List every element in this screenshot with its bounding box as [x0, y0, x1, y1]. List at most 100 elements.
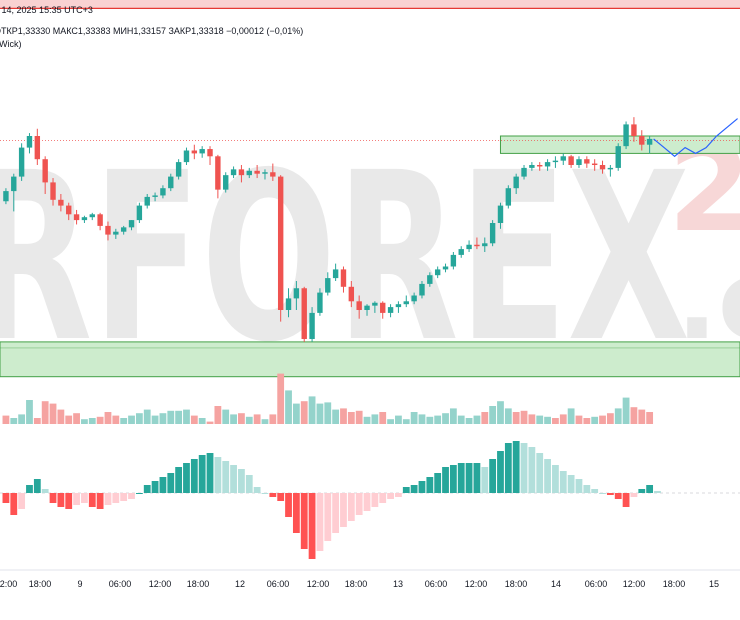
volume-bar [465, 418, 473, 424]
macd-bar [222, 461, 230, 493]
volume-bar [395, 415, 402, 424]
macd-bar [654, 491, 661, 493]
candle [42, 156, 48, 194]
macd-bar [120, 493, 128, 501]
candle [50, 178, 56, 206]
time-tick-label: 9 [77, 579, 82, 589]
candle-body [544, 162, 551, 167]
macd-bar [520, 443, 528, 493]
macd-bar [536, 453, 544, 493]
volume-bar [520, 410, 528, 424]
candle [356, 295, 362, 319]
macd-bar [261, 493, 269, 494]
volume-bar [332, 409, 340, 424]
candle-body [631, 124, 637, 136]
candle [387, 304, 394, 318]
header-style: , Wick) [0, 39, 22, 49]
volume-bar [379, 412, 387, 424]
volume-bar [316, 403, 324, 424]
candle [552, 156, 559, 168]
candle-body [301, 288, 307, 339]
candle [639, 130, 645, 151]
macd-bar [128, 493, 135, 499]
candle-body [325, 278, 331, 293]
volume-bar [245, 416, 253, 424]
candle [168, 173, 174, 192]
candle-body [639, 136, 645, 145]
candle-body [262, 172, 268, 174]
candle-body [191, 150, 198, 154]
macd-bar [402, 487, 410, 493]
volume-bar [614, 408, 622, 424]
candle [183, 147, 190, 165]
macd-bar [606, 493, 614, 495]
volume-bar [277, 373, 285, 424]
volume-bar [418, 414, 426, 424]
volume-bar [230, 414, 237, 424]
volume-bar [442, 413, 449, 424]
volume-bar [559, 414, 567, 424]
candles-layer [3, 117, 653, 342]
candle [199, 146, 205, 158]
volume-bar [151, 415, 159, 424]
time-tick-label: 06:00 [109, 579, 132, 589]
candle [144, 194, 150, 209]
candle [230, 166, 237, 179]
time-tick-label: 15 [709, 579, 719, 589]
macd-bar [528, 447, 536, 493]
time-axis: 12:00 18:00 9 06:00 12:00 18:00 12 06:00 12:00 18… [0, 569, 740, 589]
candle [442, 263, 449, 273]
candle [576, 156, 582, 168]
time-tick-label: 18:00 [29, 579, 52, 589]
volume-bar [426, 416, 434, 424]
candle [66, 202, 72, 221]
macd-bar [104, 493, 112, 505]
candle-body [607, 167, 614, 170]
volume-bar [41, 401, 49, 424]
candle-body [207, 149, 213, 157]
volume-bar [363, 416, 371, 424]
candle-body [246, 170, 252, 176]
candle-body [183, 150, 190, 163]
macd-bar [504, 443, 512, 493]
candle [223, 172, 229, 193]
macd-bar [332, 493, 340, 533]
candle [309, 307, 315, 342]
volume-bar [552, 418, 559, 424]
macd-bar [214, 457, 222, 493]
volume-bar [190, 415, 198, 424]
macd-bar [340, 493, 347, 527]
candle [270, 163, 276, 181]
candle-body [458, 249, 464, 255]
macd-bar [112, 493, 120, 503]
candle [646, 136, 653, 154]
macd-bar [49, 493, 57, 503]
candle [537, 162, 543, 171]
candle-body [380, 302, 386, 313]
volume-bar [26, 400, 33, 424]
header-ohlc: ОТКР1,33330 МАКС1,33383 МИН1,33157 ЗАКР1… [0, 26, 303, 36]
candle-body [568, 156, 574, 165]
candle-body [332, 269, 339, 279]
candle [544, 159, 551, 171]
volume-bar [81, 419, 88, 424]
volume-bar [630, 407, 638, 424]
candle [364, 304, 370, 316]
macd-bar [583, 485, 591, 493]
macd-bar [387, 493, 394, 499]
candle-body [623, 124, 629, 147]
volume-bar [606, 413, 614, 424]
support-zone-lower [0, 341, 740, 378]
candle-body [285, 298, 292, 310]
candle-body [128, 220, 135, 228]
candle [489, 220, 496, 247]
candle [466, 240, 472, 252]
candle-body [11, 176, 17, 192]
macd-bar [285, 493, 292, 517]
macd-bar [497, 451, 504, 493]
candle-body [489, 223, 496, 244]
macd-layer [0, 441, 740, 559]
candle-body [427, 275, 433, 284]
macd-bar [575, 479, 583, 493]
